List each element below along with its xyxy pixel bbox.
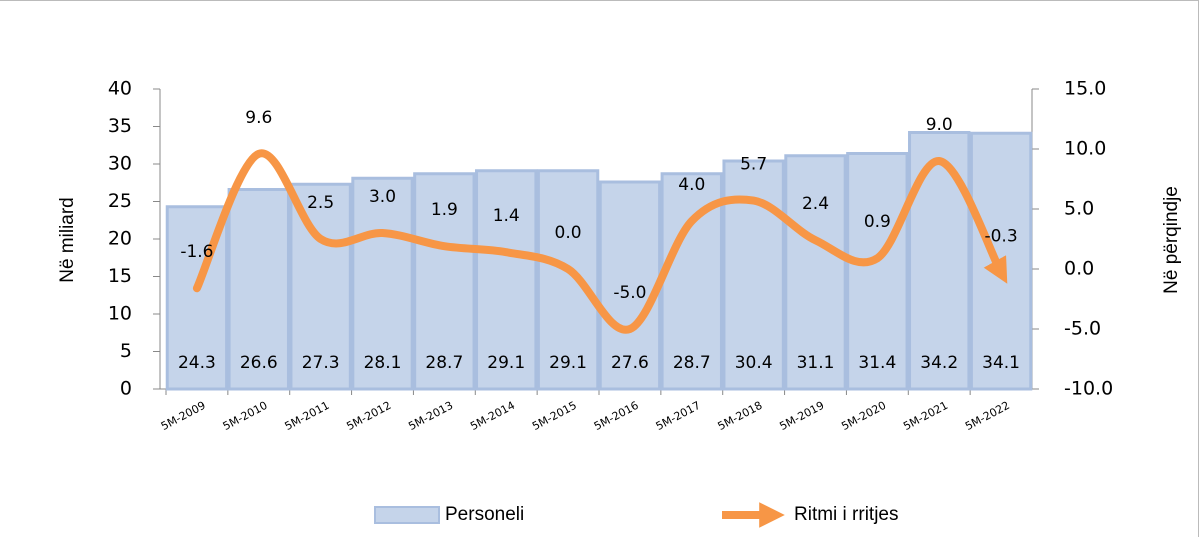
bar-value-label: 30.4 [735,353,773,373]
y2-tick-label: 0.0 [1064,258,1094,280]
bar-value-label: 27.6 [611,353,649,373]
x-tick-label: 5M-2018 [716,399,765,433]
y2-tick-label: 15.0 [1064,78,1106,100]
y-tick-label: 25 [108,190,132,212]
y-tick-label: 0 [120,378,132,400]
growth-line [192,149,1008,334]
line-value-label: 0.9 [864,212,891,232]
line-value-label: 9.6 [245,108,272,128]
y2-axis-label: Në përqindje [1161,186,1182,294]
y-tick-label: 20 [108,228,132,250]
line-value-label: 2.5 [307,193,334,213]
y2-tick-label: 5.0 [1064,198,1094,220]
x-tick-label: 5M-2022 [963,399,1012,433]
bar-value-label: 31.1 [797,353,835,373]
line-value-label: -0.3 [984,227,1017,247]
bar [413,172,476,391]
y-tick-label: 30 [108,153,132,175]
y2-tick-label: -10.0 [1064,378,1113,400]
bar-value-label: 24.3 [178,353,216,373]
bar [784,154,847,391]
bar-value-label: 27.3 [302,353,340,373]
y-tick-label: 15 [108,265,132,287]
y-tick-label: 40 [108,78,132,100]
bar [846,152,909,391]
bar [908,131,971,391]
line-value-label: -1.6 [180,242,213,262]
bar [475,169,538,391]
bar-value-label: 28.1 [364,353,402,373]
line-value-label: -5.0 [613,283,646,303]
bar-value-label: 34.1 [982,353,1020,373]
x-tick-label: 5M-2009 [159,399,208,433]
bar [351,176,414,391]
x-tick-label: 5M-2012 [344,399,393,433]
x-tick-label: 5M-2016 [592,399,641,433]
line-value-label: 0.0 [555,223,582,243]
line-value-label: 3.0 [369,187,396,207]
x-tick-label: 5M-2013 [406,399,455,433]
bar-value-label: 28.7 [673,353,711,373]
bar-value-label: 34.2 [920,353,958,373]
bar-value-label: 29.1 [487,353,525,373]
bar [598,180,662,391]
line-value-label: 2.4 [802,194,829,214]
line-value-label: 1.4 [493,206,520,226]
line-value-label: 1.9 [431,200,458,220]
bar [536,169,600,391]
y-tick-label: 5 [120,340,132,362]
line-value-label: 4.0 [678,175,705,195]
bar [227,188,290,391]
legend-swatch [374,506,440,524]
x-tick-label: 5M-2015 [530,399,579,433]
x-tick-label: 5M-2021 [901,399,950,433]
line-value-label: 9.0 [926,115,953,135]
y2-tick-label: 10.0 [1064,138,1106,160]
bar [969,131,1033,391]
bar-value-label: 26.6 [240,353,278,373]
legend-label: Personeli [445,504,524,525]
bar-value-label: 31.4 [858,353,896,373]
x-tick-label: 5M-2017 [654,399,703,433]
y2-tick-label: -5.0 [1064,318,1101,340]
y-axis-label: Në miliard [57,197,78,283]
x-tick-label: 5M-2019 [777,399,826,433]
x-tick-label: 5M-2014 [468,399,517,433]
x-tick-label: 5M-2011 [283,399,332,433]
line-value-label: 5.7 [740,155,767,175]
bar-value-label: 29.1 [549,353,587,373]
y-tick-label: 10 [108,303,132,325]
x-tick-label: 5M-2010 [221,399,270,433]
x-tick-label: 5M-2020 [839,399,888,433]
y-tick-label: 35 [108,115,132,137]
legend-label: Ritmi i rritjes [794,504,899,525]
bar-value-label: 28.7 [425,353,463,373]
